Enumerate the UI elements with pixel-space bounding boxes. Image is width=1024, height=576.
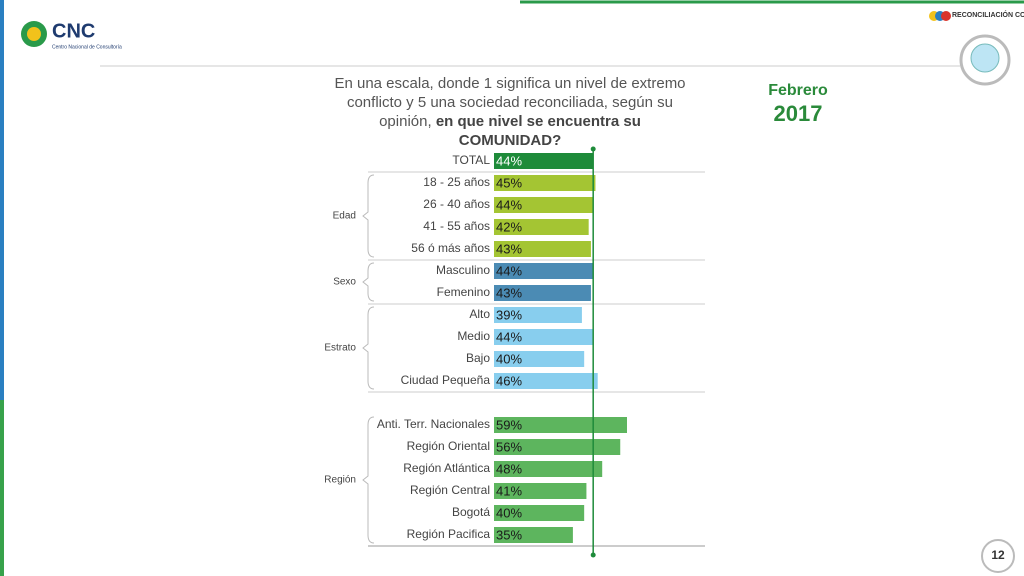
- brace: [362, 416, 375, 544]
- brace: [362, 262, 375, 302]
- value-label: 39%: [496, 307, 522, 322]
- bar: [494, 373, 598, 389]
- value-label: 56%: [496, 439, 522, 454]
- category-label: Región Oriental: [407, 439, 490, 453]
- page-number: 12: [991, 548, 1005, 562]
- category-label: Anti. Terr. Nacionales: [377, 417, 490, 431]
- left-stripe-green: [0, 400, 4, 576]
- logo-subtitle: Centro Nacional de Consultoría: [52, 44, 122, 50]
- reference-dot: [590, 552, 596, 558]
- value-label: 59%: [496, 417, 522, 432]
- bar: [494, 197, 594, 213]
- bar: [494, 241, 591, 257]
- value-label: 44%: [496, 153, 522, 168]
- category-label: 56 ó más años: [411, 241, 490, 255]
- category-label: 18 - 25 años: [423, 175, 490, 189]
- bar: [494, 307, 582, 323]
- bar: [494, 329, 594, 345]
- bar: [494, 351, 585, 367]
- bar: [494, 263, 594, 279]
- category-label: 41 - 55 años: [423, 219, 490, 233]
- year: 2017: [774, 101, 823, 126]
- bar: [494, 219, 589, 235]
- group-label: Edad: [333, 211, 356, 222]
- value-label: 40%: [496, 505, 522, 520]
- brace: [362, 306, 375, 390]
- reference-dot: [590, 146, 596, 152]
- brace: [362, 174, 375, 258]
- bar: [494, 153, 594, 169]
- bar: [494, 461, 603, 477]
- value-label: 45%: [496, 175, 522, 190]
- partner: RECONCILIACIÓN COLOMBIA: [952, 10, 1024, 19]
- period: Febrero: [768, 82, 828, 99]
- question-text: En una escala, donde 1 significa un nive…: [334, 75, 686, 130]
- logo-icon-center: [27, 27, 41, 41]
- category-label: 26 - 40 años: [423, 197, 490, 211]
- category-label: Bogotá: [452, 505, 490, 519]
- category-label: TOTAL: [452, 153, 490, 167]
- value-label: 35%: [496, 527, 522, 542]
- bar: [494, 527, 573, 543]
- group-label: Sexo: [333, 277, 356, 288]
- category-label: Alto: [469, 307, 490, 321]
- value-label: 43%: [496, 285, 522, 300]
- category-label: Región Pacifica: [407, 527, 491, 541]
- left-stripe: [0, 0, 4, 576]
- category-label: Medio: [457, 329, 490, 343]
- partner-icon: [941, 11, 951, 21]
- category-label: Masculino: [436, 263, 490, 277]
- category-label: Ciudad Pequeña: [401, 373, 491, 387]
- category-label: Región Atlántica: [403, 461, 490, 475]
- bar: [494, 285, 591, 301]
- value-label: 41%: [496, 483, 522, 498]
- category-label: Región Central: [410, 483, 490, 497]
- bar: [494, 505, 585, 521]
- value-label: 48%: [496, 461, 522, 476]
- category-label: Bajo: [466, 351, 490, 365]
- group-label: Estrato: [324, 343, 356, 354]
- bar: [494, 175, 596, 191]
- group-label: Región: [324, 475, 356, 486]
- value-label: 44%: [496, 197, 522, 212]
- value-label: 44%: [496, 263, 522, 278]
- value-label: 44%: [496, 329, 522, 344]
- logo: CNC: [52, 20, 95, 42]
- page-badge: [981, 539, 1015, 573]
- badge-inner: [970, 43, 1000, 73]
- question: En una escala, donde 1 significa un nive…: [330, 74, 690, 150]
- category-label: Femenino: [437, 285, 491, 299]
- value-label: 42%: [496, 219, 522, 234]
- bar: [494, 439, 621, 455]
- value-label: 43%: [496, 241, 522, 256]
- value-label: 46%: [496, 373, 522, 388]
- bar: [494, 483, 587, 499]
- question-emphasis: en que nivel se encuentra su COMUNIDAD?: [435, 113, 641, 149]
- value-label: 40%: [496, 351, 522, 366]
